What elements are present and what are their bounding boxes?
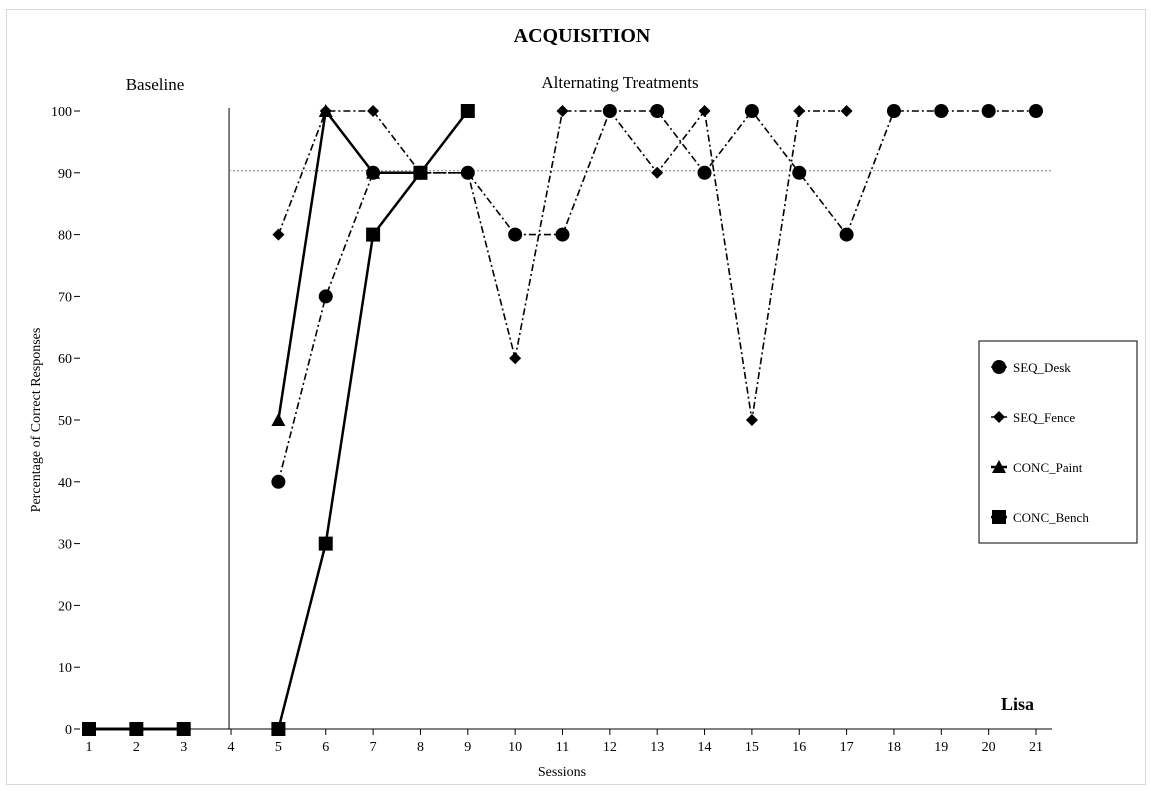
series-seq-fence (89, 109, 847, 731)
data-point (272, 228, 285, 241)
y-axis-label: Percentage of Correct Responses (29, 328, 44, 513)
y-tick-label: 40 (58, 476, 72, 491)
data-point (603, 105, 616, 117)
x-tick-label: 18 (887, 740, 901, 755)
y-tick-label: 30 (58, 538, 72, 553)
legend-box (978, 340, 1138, 544)
data-point (934, 104, 949, 118)
data-point (1029, 104, 1043, 118)
legend-label-seq-desk: SEQ_Desk (1013, 360, 1071, 375)
legend-label-seq-fence: SEQ_Fence (1013, 410, 1075, 425)
legend-marker (992, 460, 1006, 473)
x-tick-label: 12 (603, 740, 617, 755)
x-tick-label: 10 (508, 740, 522, 755)
markers-conc-paint (82, 104, 428, 735)
x-tick-label: 3 (180, 740, 187, 755)
data-point (793, 105, 806, 117)
x-tick-label: 7 (370, 740, 377, 755)
y-tick-label: 80 (58, 229, 72, 244)
legend-label-conc-bench: CONC_Bench (1013, 510, 1089, 525)
x-tick-label: 19 (934, 740, 948, 755)
phase-label-alternating-treatments: Alternating Treatments (541, 73, 698, 92)
x-tick-label: 14 (698, 740, 712, 755)
x-axis-label: Sessions (538, 765, 586, 780)
x-tick-label: 8 (417, 740, 424, 755)
data-point (367, 105, 380, 117)
data-point (650, 104, 665, 118)
data-point (792, 165, 807, 180)
y-tick-label: 100 (51, 105, 72, 120)
data-point (176, 722, 191, 736)
data-point (318, 104, 333, 117)
series-line (277, 110, 469, 730)
series-conc-paint (89, 107, 421, 731)
legend-label-conc-paint: CONC_Paint (1013, 460, 1083, 475)
y-tick-label: 0 (65, 723, 72, 738)
x-tick-label: 16 (792, 740, 806, 755)
data-point (82, 722, 96, 736)
participant-label: Lisa (1001, 694, 1034, 714)
series-seq-desk (89, 109, 1036, 731)
data-point (698, 105, 711, 117)
legend-marker (992, 360, 1006, 374)
markers-seq-desk (82, 104, 1043, 736)
data-point (460, 104, 475, 118)
y-tick-label: 60 (58, 352, 72, 367)
data-point (413, 165, 428, 180)
chart-frame (6, 9, 1146, 785)
x-tick-label: 1 (86, 740, 93, 755)
data-point (271, 413, 286, 426)
data-point (651, 166, 664, 179)
legend-marker (992, 510, 1006, 524)
x-tick-label: 2 (133, 740, 140, 755)
data-point (744, 104, 759, 118)
data-point (840, 105, 853, 117)
data-point (461, 166, 474, 179)
markers-conc-bench (82, 104, 475, 736)
chart-title: ACQUISITION (514, 25, 651, 47)
x-tick-label: 15 (745, 740, 759, 755)
data-point (555, 227, 570, 242)
data-point (697, 165, 712, 180)
y-tick-label: 90 (58, 167, 72, 182)
data-point (318, 536, 333, 551)
data-point (129, 722, 144, 736)
phase-label-baseline: Baseline (126, 75, 185, 94)
data-point (509, 352, 522, 365)
series-line (277, 109, 847, 421)
y-tick-label: 70 (58, 290, 72, 305)
data-point (366, 227, 381, 242)
y-tick-label: 20 (58, 599, 72, 614)
y-tick-label: 10 (58, 661, 72, 676)
markers-seq-fence (83, 105, 853, 735)
data-point (981, 104, 996, 118)
data-point (745, 414, 758, 426)
series-line (277, 107, 421, 421)
x-tick-label: 20 (982, 740, 996, 755)
x-tick-label: 4 (228, 740, 235, 755)
data-point (271, 722, 286, 736)
data-point (271, 474, 286, 489)
data-point (556, 105, 569, 117)
y-tick-label: 50 (58, 414, 72, 429)
x-tick-label: 17 (840, 740, 854, 755)
data-point (318, 289, 333, 304)
x-tick-label: 5 (275, 740, 282, 755)
x-tick-label: 6 (322, 740, 329, 755)
x-tick-label: 11 (556, 740, 569, 755)
legend: SEQ_Desk SEQ_Fence CONC_Paint CONC_Bench (978, 340, 1138, 544)
x-tick-label: 9 (464, 740, 471, 755)
data-point (839, 227, 854, 242)
x-tick-label: 21 (1029, 740, 1043, 755)
series-line (277, 109, 1036, 482)
data-point (508, 227, 523, 242)
data-point (886, 104, 901, 118)
data-point (366, 165, 381, 179)
legend-marker (993, 411, 1005, 423)
x-tick-label: 13 (650, 740, 664, 755)
